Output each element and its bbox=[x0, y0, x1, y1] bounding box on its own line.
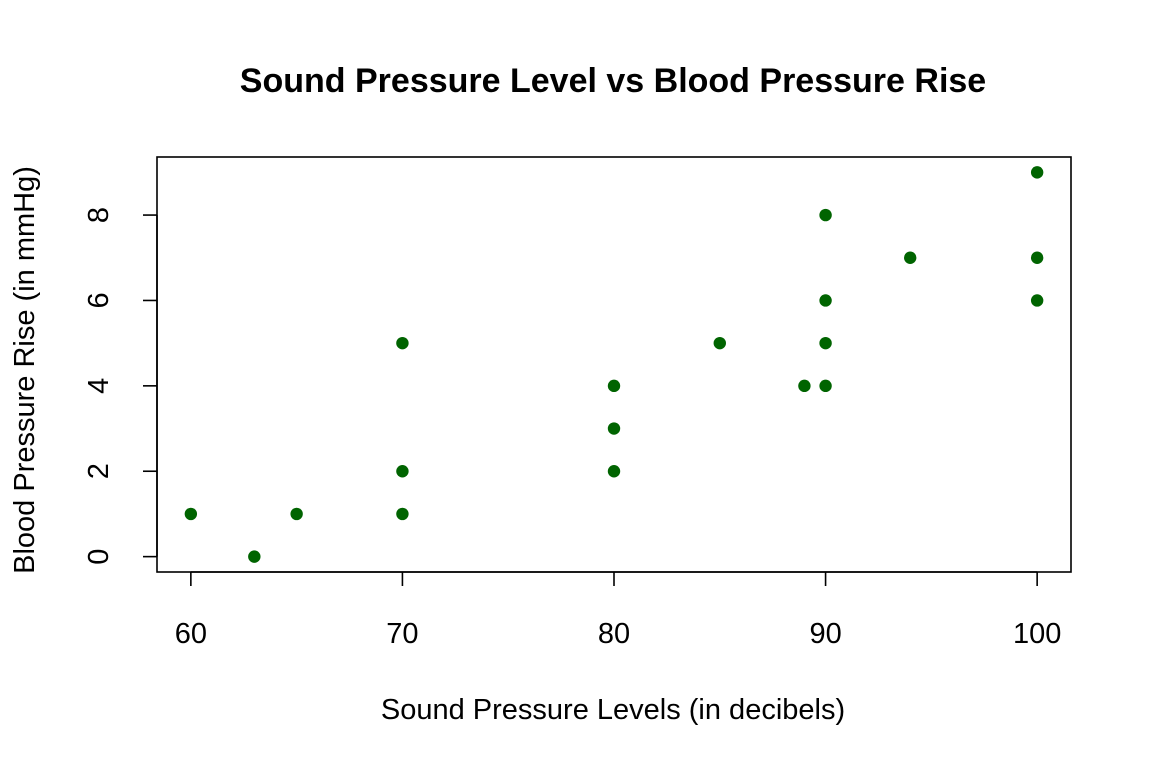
x-axis: 60 70 80 90 100 bbox=[175, 571, 1061, 650]
data-point bbox=[607, 422, 621, 435]
data-point bbox=[1030, 251, 1044, 264]
data-point bbox=[607, 379, 621, 393]
y-axis-label: Blood Pressure Rise (in mmHg) bbox=[9, 166, 41, 574]
data-point bbox=[819, 294, 832, 307]
data-point bbox=[713, 336, 726, 350]
data-point bbox=[819, 208, 832, 222]
y-axis: 0 2 4 6 8 bbox=[83, 207, 158, 565]
x-tick-label: 80 bbox=[598, 618, 630, 650]
data-point bbox=[248, 550, 261, 563]
data-point bbox=[396, 336, 409, 350]
data-point bbox=[819, 336, 832, 350]
y-tick-label: 6 bbox=[83, 292, 115, 308]
data-point bbox=[396, 465, 409, 478]
data-point bbox=[396, 507, 409, 521]
data-points bbox=[184, 166, 1044, 563]
y-tick-label: 0 bbox=[83, 549, 115, 565]
data-point bbox=[184, 507, 198, 521]
data-point bbox=[290, 507, 303, 521]
data-point bbox=[819, 379, 832, 393]
y-tick-label: 2 bbox=[83, 463, 115, 479]
x-tick-label: 100 bbox=[1013, 618, 1061, 650]
data-point bbox=[798, 379, 811, 393]
y-tick-label: 4 bbox=[83, 378, 115, 394]
x-tick-label: 70 bbox=[386, 618, 418, 650]
data-point bbox=[607, 465, 621, 478]
y-tick-label: 8 bbox=[83, 207, 115, 223]
data-point bbox=[904, 251, 917, 264]
data-point bbox=[1030, 166, 1044, 179]
chart-title: Sound Pressure Level vs Blood Pressure R… bbox=[240, 62, 986, 100]
x-tick-label: 90 bbox=[809, 618, 841, 650]
x-tick-label: 60 bbox=[175, 618, 207, 650]
data-point bbox=[1030, 294, 1044, 307]
x-axis-label: Sound Pressure Levels (in decibels) bbox=[381, 694, 845, 726]
